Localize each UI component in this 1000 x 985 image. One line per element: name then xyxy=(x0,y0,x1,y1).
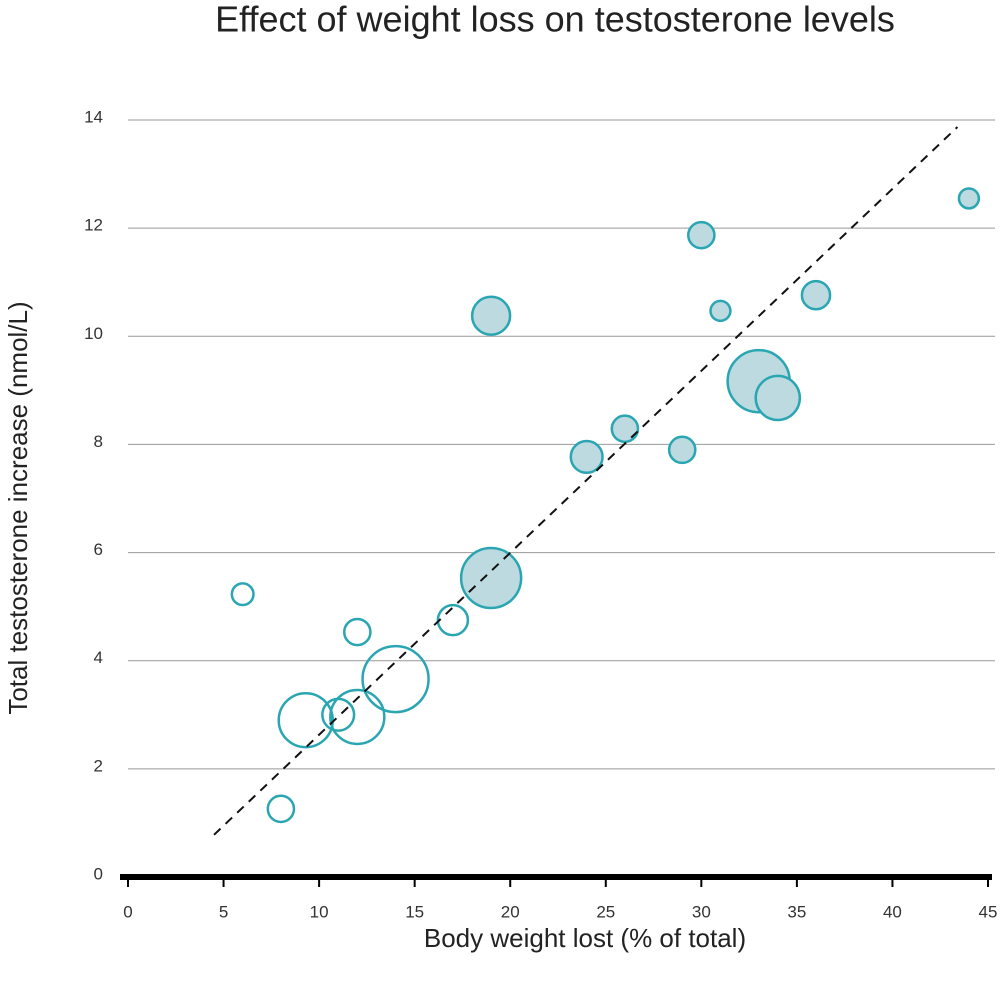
bubble xyxy=(436,603,470,637)
y-tick-label: 14 xyxy=(84,107,103,126)
x-tick-label: 20 xyxy=(501,902,520,921)
bubble xyxy=(610,414,640,444)
bubble xyxy=(687,220,716,250)
y-tick-label: 6 xyxy=(94,540,103,559)
bubble xyxy=(709,299,732,323)
y-tick-label: 12 xyxy=(84,216,103,235)
x-tick-label: 25 xyxy=(596,902,615,921)
x-tick-label: 5 xyxy=(219,902,228,921)
y-tick-label: 10 xyxy=(84,324,103,343)
chart-title: Effect of weight loss on testosterone le… xyxy=(215,0,895,40)
y-tick-label: 0 xyxy=(94,864,103,883)
bubble xyxy=(459,546,523,610)
y-tick-label: 8 xyxy=(94,432,103,451)
bubble xyxy=(321,697,356,732)
bubble xyxy=(754,374,802,422)
bubble xyxy=(343,617,372,647)
x-tick-label: 10 xyxy=(310,902,329,921)
y-tick-label: 2 xyxy=(94,756,103,775)
x-tick-label: 35 xyxy=(787,902,806,921)
bubble xyxy=(667,435,697,465)
x-tick-label: 30 xyxy=(692,902,711,921)
bubble xyxy=(230,582,255,607)
bubble xyxy=(800,279,832,311)
x-axis-label: Body weight lost (% of total) xyxy=(424,923,746,953)
bubble xyxy=(470,295,512,336)
y-axis-label: Total testosterone increase (nmol/L) xyxy=(3,301,33,714)
bubble xyxy=(266,794,296,824)
x-tick-label: 0 xyxy=(123,902,132,921)
x-tick-label: 45 xyxy=(979,902,998,921)
bubble xyxy=(569,439,604,474)
bubble xyxy=(329,688,386,746)
bubble xyxy=(277,691,334,749)
bubble xyxy=(957,187,981,210)
bubble xyxy=(361,644,430,714)
y-tick-label: 4 xyxy=(94,648,103,667)
x-tick-label: 15 xyxy=(405,902,424,921)
x-tick-label: 40 xyxy=(883,902,902,921)
trend-line xyxy=(213,126,959,836)
